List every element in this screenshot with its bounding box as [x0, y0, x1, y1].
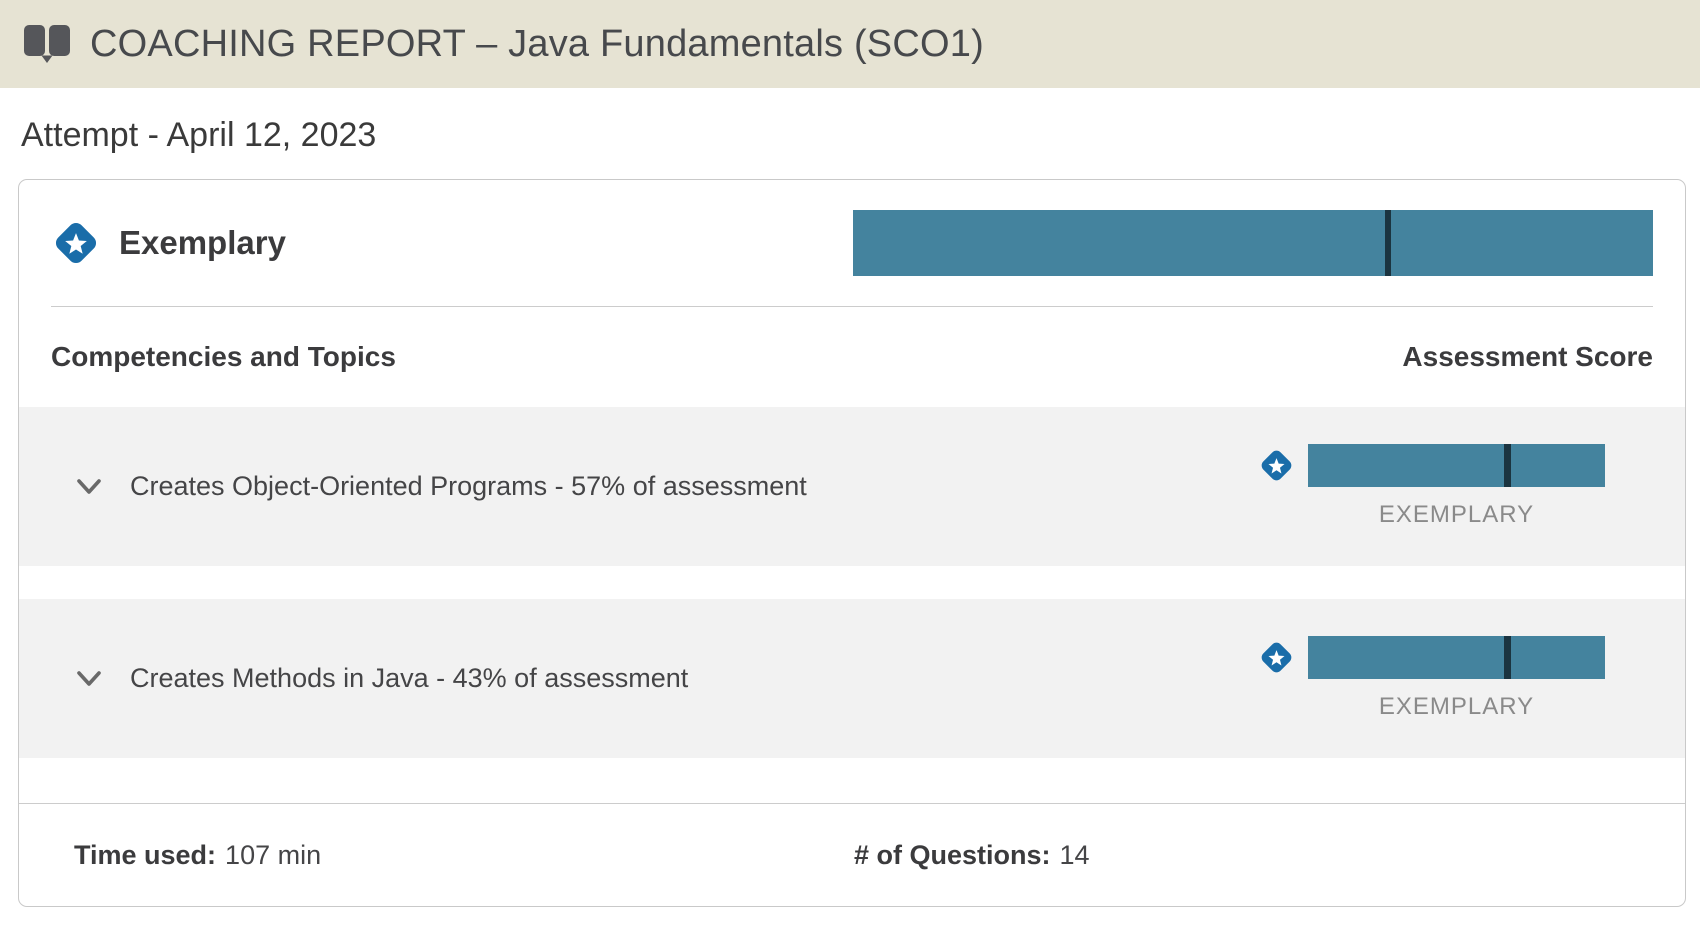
- page-title: COACHING REPORT – Java Fundamentals (SCO…: [90, 22, 984, 65]
- competency-rows: Creates Object-Oriented Programs - 57% o…: [19, 407, 1685, 758]
- score-marker: [1385, 210, 1391, 276]
- competency-label: Creates Object-Oriented Programs - 57% o…: [130, 471, 807, 501]
- competency-row-methods-java[interactable]: Creates Methods in Java - 43% of assessm…: [19, 599, 1685, 758]
- competency-row-left: Creates Object-Oriented Programs - 57% o…: [74, 471, 807, 502]
- report-title-bar: COACHING REPORT – Java Fundamentals (SCO…: [0, 0, 1700, 88]
- section-divider: [51, 306, 1653, 307]
- competency-score-bar-group: [1258, 444, 1605, 487]
- competency-score-bar: [1308, 444, 1605, 487]
- competency-label: Creates Methods in Java - 43% of assessm…: [130, 663, 689, 693]
- questions-count-value: 14: [1059, 839, 1090, 870]
- competency-score-bar-group: [1258, 636, 1605, 679]
- competency-score: EXEMPLARY: [1258, 636, 1605, 721]
- questions-count-stat: # of Questions: 14: [854, 840, 1090, 871]
- chevron-down-icon[interactable]: [74, 666, 104, 692]
- coaching-report-card: Exemplary Competencies and Topics Assess…: [18, 179, 1686, 907]
- competency-row-left: Creates Methods in Java - 43% of assessm…: [74, 663, 688, 694]
- exemplary-star-badge-icon: [52, 219, 100, 267]
- overall-score-bar: [853, 210, 1653, 276]
- attempt-heading: Attempt - April 12, 2023: [21, 116, 377, 154]
- report-footer: Time used: 107 min # of Questions: 14: [19, 803, 1685, 906]
- overall-rating-label: Exemplary: [119, 224, 286, 261]
- open-book-icon: [24, 25, 70, 63]
- score-marker: [1504, 444, 1512, 487]
- table-header-row: Competencies and Topics Assessment Score: [19, 307, 1685, 407]
- assessment-score-column-header: Assessment Score: [1402, 341, 1653, 372]
- overall-rating: Exemplary: [51, 218, 286, 268]
- competency-row-object-oriented[interactable]: Creates Object-Oriented Programs - 57% o…: [19, 407, 1685, 566]
- competencies-column-header: Competencies and Topics: [51, 341, 396, 372]
- competency-score-bar: [1308, 636, 1605, 679]
- questions-count-label: # of Questions:: [854, 839, 1051, 870]
- overall-rating-section: Exemplary: [19, 180, 1685, 306]
- competency-rating-label: EXEMPLARY: [1378, 501, 1535, 528]
- competency-rating-label: EXEMPLARY: [1378, 693, 1535, 720]
- time-used-label: Time used:: [74, 839, 217, 870]
- time-used-stat: Time used: 107 min: [74, 840, 854, 871]
- chevron-down-icon[interactable]: [74, 474, 104, 500]
- score-marker: [1504, 636, 1512, 679]
- exemplary-star-badge-icon: [1259, 448, 1294, 483]
- competency-score: EXEMPLARY: [1258, 444, 1605, 529]
- exemplary-star-badge-icon: [1259, 640, 1294, 675]
- time-used-value: 107 min: [225, 839, 322, 870]
